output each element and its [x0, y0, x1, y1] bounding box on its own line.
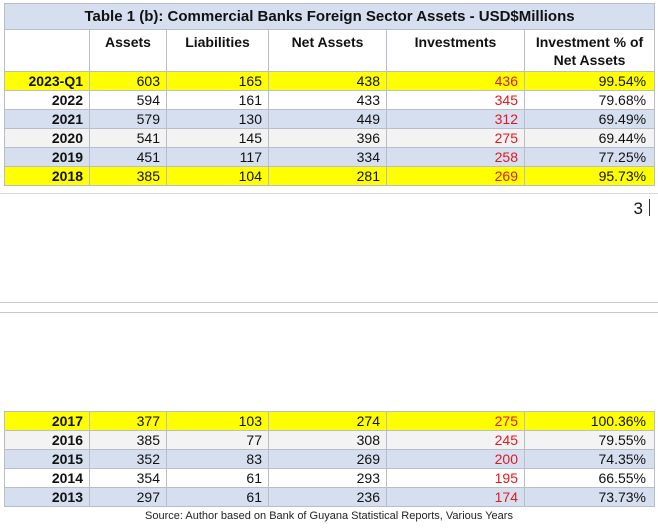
investment-pct-cell: 69.49%: [523, 109, 656, 129]
year-cell: 2019: [4, 147, 90, 167]
header-investments: Investments: [386, 29, 525, 72]
investments-cell: 275: [386, 411, 525, 431]
assets-cell: 579: [89, 109, 167, 129]
year-cell: 2018: [4, 166, 90, 186]
source-note: Source: Author based on Bank of Guyana S…: [145, 510, 513, 522]
investments-cell: 258: [386, 147, 525, 167]
assets-cell: 377: [89, 411, 167, 431]
year-cell: 2021: [4, 109, 90, 129]
investments-cell: 312: [386, 109, 525, 129]
net-assets-cell: 236: [268, 487, 387, 507]
year-cell: 2022: [4, 90, 90, 110]
net-assets-cell: 438: [268, 71, 387, 91]
assets-cell: 385: [89, 166, 167, 186]
year-cell: 2016: [4, 430, 90, 450]
table-title: Table 1 (b): Commercial Banks Foreign Se…: [3, 3, 656, 30]
liabilities-cell: 145: [166, 128, 269, 148]
page-number-divider: [649, 199, 650, 216]
investment-pct-cell: 79.68%: [523, 90, 656, 110]
investment-pct-cell: 100.36%: [524, 411, 655, 431]
net-assets-cell: 281: [268, 166, 387, 186]
header-blank: [4, 29, 90, 72]
investments-cell: 345: [386, 90, 525, 110]
net-assets-cell: 293: [268, 468, 387, 488]
table-row: 2014 354 61 293 195 66.55%: [4, 468, 655, 488]
liabilities-cell: 61: [166, 468, 269, 488]
table-row: 2022 594 161 433 345 79.68%: [4, 90, 656, 110]
net-assets-cell: 269: [268, 449, 387, 469]
header-liabilities: Liabilities: [166, 29, 269, 72]
assets-cell: 541: [89, 128, 167, 148]
foreign-assets-table-bottom: 2017 377 103 274 275 100.36% 2016 385 77 308 245 79…: [4, 411, 655, 507]
table-row: 2019 451 117 334 258 77.25%: [4, 147, 656, 167]
assets-cell: 297: [89, 487, 167, 507]
header-investment-pct: Investment % of Net Assets: [523, 29, 656, 72]
year-cell: 2017: [4, 411, 90, 431]
assets-cell: 385: [89, 430, 167, 450]
investment-pct-cell: 99.54%: [523, 71, 656, 91]
liabilities-cell: 117: [166, 147, 269, 167]
investments-cell: 275: [386, 128, 525, 148]
investment-pct-cell: 79.55%: [524, 430, 655, 450]
investments-cell: 436: [386, 71, 525, 91]
year-cell: 2023-Q1: [4, 71, 90, 91]
year-cell: 2015: [4, 449, 90, 469]
net-assets-cell: 449: [268, 109, 387, 129]
page-break-line-1: [0, 302, 658, 303]
header-assets: Assets: [89, 29, 167, 72]
assets-cell: 352: [89, 449, 167, 469]
investment-pct-cell: 74.35%: [524, 449, 655, 469]
table-row: 2015 352 83 269 200 74.35%: [4, 449, 655, 469]
net-assets-cell: 308: [268, 430, 387, 450]
table-row: 2017 377 103 274 275 100.36%: [4, 411, 655, 431]
investments-cell: 269: [386, 166, 525, 186]
liabilities-cell: 104: [166, 166, 269, 186]
net-assets-cell: 274: [268, 411, 387, 431]
foreign-assets-table-top: Table 1 (b): Commercial Banks Foreign Se…: [3, 3, 656, 186]
year-cell: 2014: [4, 468, 90, 488]
assets-cell: 354: [89, 468, 167, 488]
liabilities-cell: 103: [166, 411, 269, 431]
table-row: 2021 579 130 449 312 69.49%: [4, 109, 656, 129]
page-number: 3: [634, 199, 650, 219]
net-assets-cell: 334: [268, 147, 387, 167]
investment-pct-cell: 73.73%: [524, 487, 655, 507]
header-net-assets: Net Assets: [268, 29, 387, 72]
liabilities-cell: 130: [166, 109, 269, 129]
investment-pct-cell: 77.25%: [523, 147, 656, 167]
investments-cell: 174: [386, 487, 525, 507]
investment-pct-cell: 69.44%: [523, 128, 656, 148]
table-row: 2016 385 77 308 245 79.55%: [4, 430, 655, 450]
investment-pct-cell: 66.55%: [524, 468, 655, 488]
assets-cell: 451: [89, 147, 167, 167]
page-break-line-2: [0, 312, 658, 313]
net-assets-cell: 433: [268, 90, 387, 110]
year-cell: 2020: [4, 128, 90, 148]
investments-cell: 200: [386, 449, 525, 469]
assets-cell: 603: [89, 71, 167, 91]
table-row: 2013 297 61 236 174 73.73%: [4, 487, 655, 507]
net-assets-cell: 396: [268, 128, 387, 148]
investment-pct-cell: 95.73%: [523, 166, 656, 186]
liabilities-cell: 161: [166, 90, 269, 110]
page-bottom-rule: [0, 193, 658, 194]
liabilities-cell: 61: [166, 487, 269, 507]
assets-cell: 594: [89, 90, 167, 110]
liabilities-cell: 83: [166, 449, 269, 469]
table-row: 2020 541 145 396 275 69.44%: [4, 128, 656, 148]
investments-cell: 195: [386, 468, 525, 488]
page-number-text: 3: [633, 199, 643, 218]
liabilities-cell: 165: [166, 71, 269, 91]
year-cell: 2013: [4, 487, 90, 507]
liabilities-cell: 77: [166, 430, 269, 450]
table-row: 2023-Q1 603 165 438 436 99.54%: [4, 71, 656, 91]
investments-cell: 245: [386, 430, 525, 450]
table-row: 2018 385 104 281 269 95.73%: [4, 166, 656, 186]
